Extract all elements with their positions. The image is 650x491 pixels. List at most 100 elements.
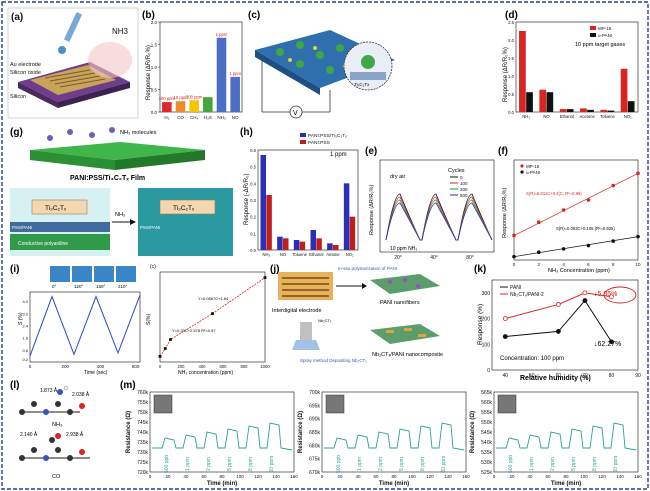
x-tick-label: 80 [563,474,569,479]
panel-b-letter: (b) [142,10,155,21]
concentration-label: 500 ppb [508,455,514,473]
x-tick-label: 80 [219,474,225,479]
resistance-trace [324,422,465,451]
y-tick-label: 535k [481,450,492,456]
y-tick-label: 730k [137,450,148,456]
y-tick-label: 300 [482,291,491,297]
x-tick-label: 100 [408,474,416,479]
data-point [169,338,172,341]
y-tick-label: 750k [137,410,148,416]
response-curve [385,202,493,241]
plot-frame [515,21,639,113]
panel-f-fit2: S(R)=0.093C+0.105 (R²=0.925) [556,226,615,231]
legend-label: PANI:PSS [308,140,330,146]
panel-a-label-1: Au electrode [10,62,41,68]
x-tick-label: 160 [290,474,298,479]
panel-i: (i) 0° 120° 150° 210° S (%) Time (sec) 0… [10,264,270,376]
bar [277,236,283,250]
legend-swatch [300,133,306,137]
concentration-label: 1 ppm [357,457,363,471]
x-tick-label: 0 [149,474,152,479]
concentration-label: 500 ppb [336,455,342,473]
data-label: 1 ppm [216,32,228,37]
data-point [512,254,516,259]
data-point [561,247,566,251]
panel-g-arrow: NH₃ [115,212,125,218]
panel-a-label-2: Silicon oxide [10,70,41,76]
panel-h-plot: 0.0 0.1 0.2 0.3 0.4 0.5 0.6 NH₃ NO Toluene Ethanol… [250,133,359,257]
bar [327,243,333,250]
data-point [211,312,214,316]
bar [620,68,628,112]
angle-4: 210° [118,284,128,289]
panel-a-letter: (a) [11,12,23,23]
x-tick-label: 6 [587,262,590,267]
bar [539,89,547,112]
bar [580,108,587,112]
data-point [555,302,561,307]
x-tick-label: NO [232,115,239,120]
concentration-label: 5 ppm [399,457,405,471]
y-tick-label: 4.0 [22,299,28,304]
y-tick-label: 530k [481,460,492,466]
device-photo [153,394,173,414]
x-tick-label: H₂S [204,115,212,120]
y-tick-label: 200 [482,317,491,323]
y-tick-label: 0.2 [22,357,28,362]
legend-label: u-PANI [598,33,612,38]
panel-m: (m) 760k 755k 750k 745k 740k 735k 730k 725k 720k… [120,380,642,487]
data-point [582,298,588,303]
panel-g-sub-2: PSS/PANI [140,225,160,230]
y-tick-label: 0 [487,368,490,374]
pipette-icon [63,12,83,42]
panel-g-sub-1: PSS/PANI [12,225,32,230]
x-tick-label: 400 [199,364,207,369]
concentration-label: 2 ppm [378,457,384,471]
plot-frame [159,271,266,363]
panel-k-ann2: ↓62.27% [594,341,621,348]
x-tick-label: 60 [556,373,562,379]
panel-j-interdigital: Interdigital electrode [272,308,322,314]
panel-g-flake-1: Ti₃C₂Tₓ [45,205,67,212]
x-tick-label: 20 [509,474,515,479]
panel-c-volt: V [293,110,298,117]
x-tick-label: 0 [159,364,162,369]
x-tick-label: NH₃ [262,252,270,257]
x-tick-label: 0 [493,474,496,479]
panel-d-plot: 0.0 0.5 1.0 1.5 2.0 2.5 NH₃ NO Ethanol Acetone Tol… [508,20,639,119]
legend-label: 100 [460,181,468,186]
panel-d-letter: (d) [505,10,518,21]
bar [299,241,306,250]
panel-g-flake-2: Ti₃C₂Tₓ [173,205,195,212]
panel-b-ylabel: Response (ΔR/R₀%) [146,45,152,100]
panel-m-letter: (m) [120,380,136,391]
y-tick-label: 675k [309,457,320,463]
bar [260,155,266,250]
plot-frame [149,391,295,473]
y-axis-label: Resistance (Ω) [126,411,132,453]
dist-2: 2.038 Å [72,391,90,398]
legend-label: Nb₂CTₓ/PANI-2 [510,292,544,298]
concentration-label: 10 ppm [269,456,275,473]
data-point [502,334,508,339]
panel-j-nb: Nb₂CTₓ [318,318,332,323]
x-tick-label: 160 [634,474,642,479]
legend-label: PANI [510,285,521,291]
x-tick-label: 100 [236,474,244,479]
panel-i-xlabel: Time (sec) [84,370,108,376]
bar [343,183,350,250]
molecule-model-1 [19,385,85,415]
bar [519,31,526,112]
data-point [586,243,591,248]
data-point [582,290,588,296]
panel-i-inner-letter: (c) [150,264,156,270]
y-tick-label: 0.0 [151,110,158,115]
response-curve [385,193,493,241]
panel-g-film: PANI:PSS/Ti₃C₂Tₓ Film [70,175,145,182]
panel-a-label-3: Silicon [10,94,26,100]
panel-i-fit-plot: 0 200 400 600 800 1000 [158,271,270,369]
y-tick-label: 760k [137,390,148,396]
panel-j-spray: Spray method Depositing Nb₂CTₓ [300,358,367,363]
y-tick-label: 0.5 [151,88,158,93]
